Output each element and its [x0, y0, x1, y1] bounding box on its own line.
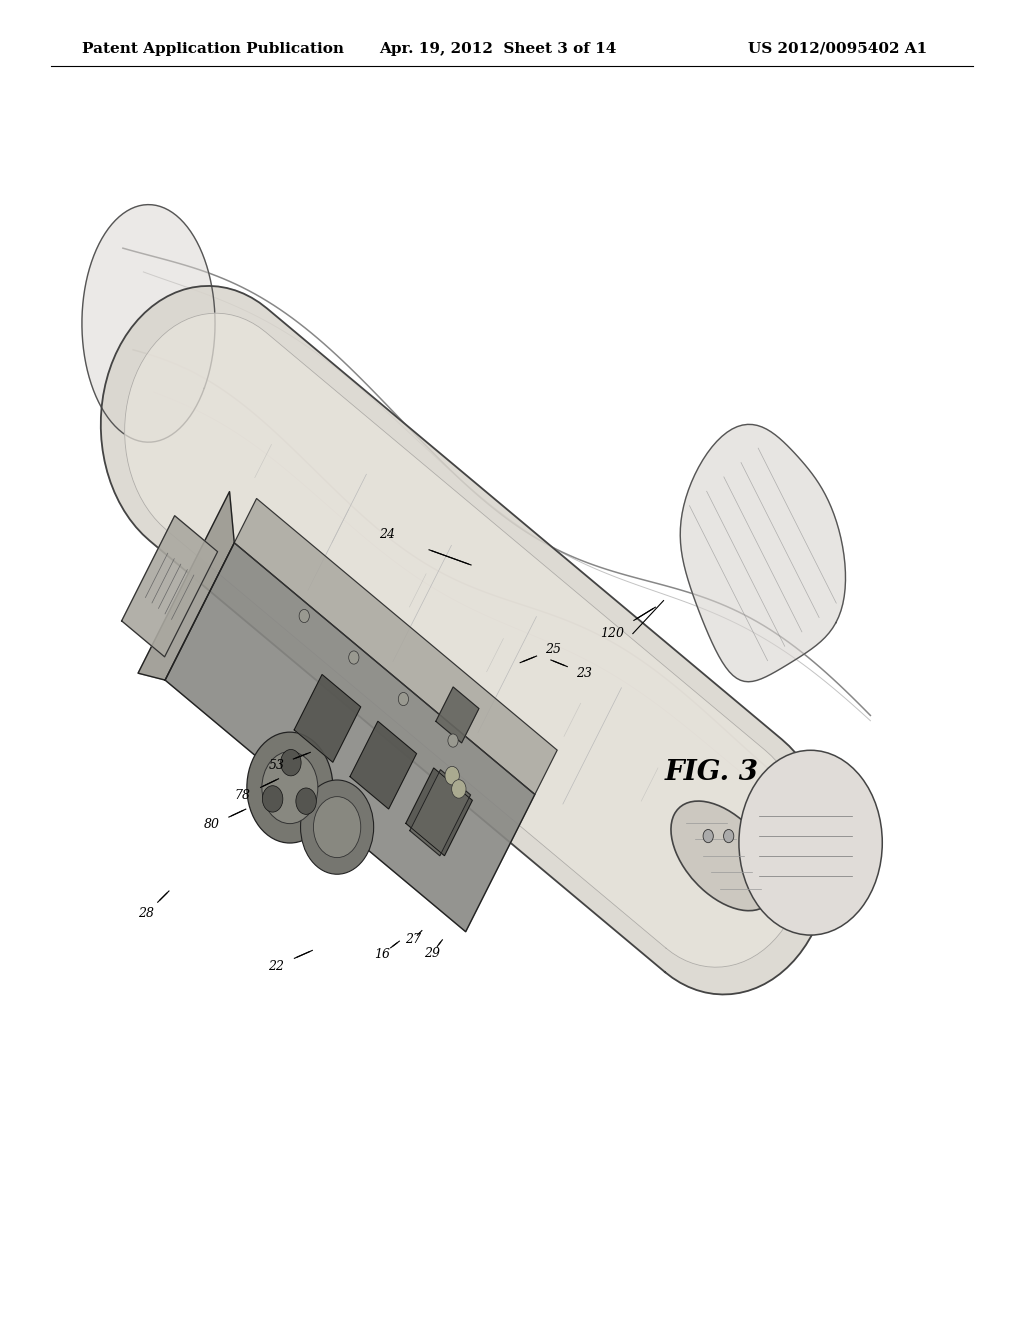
- Polygon shape: [138, 491, 234, 680]
- Text: 28: 28: [138, 907, 155, 920]
- Text: 22: 22: [268, 960, 285, 973]
- Polygon shape: [125, 313, 807, 968]
- Circle shape: [703, 829, 714, 842]
- Circle shape: [262, 751, 317, 824]
- Circle shape: [452, 780, 466, 799]
- Circle shape: [300, 780, 374, 874]
- Text: 80: 80: [204, 818, 220, 832]
- Ellipse shape: [671, 801, 776, 911]
- Polygon shape: [680, 425, 846, 681]
- Text: 23: 23: [575, 667, 592, 680]
- Polygon shape: [122, 516, 217, 657]
- Text: Apr. 19, 2012  Sheet 3 of 14: Apr. 19, 2012 Sheet 3 of 14: [379, 42, 616, 55]
- Polygon shape: [436, 686, 479, 743]
- Polygon shape: [410, 770, 470, 855]
- Polygon shape: [165, 543, 535, 932]
- Text: FIG. 3: FIG. 3: [665, 759, 759, 785]
- Text: 120: 120: [600, 627, 625, 640]
- Polygon shape: [82, 205, 215, 442]
- Circle shape: [247, 733, 333, 843]
- Circle shape: [447, 734, 458, 747]
- Polygon shape: [350, 721, 417, 809]
- Text: 24: 24: [379, 528, 395, 541]
- Polygon shape: [234, 499, 557, 795]
- Text: US 2012/0095402 A1: US 2012/0095402 A1: [748, 42, 927, 55]
- Circle shape: [398, 693, 409, 706]
- Circle shape: [313, 797, 360, 858]
- Text: 53: 53: [268, 759, 285, 772]
- Circle shape: [281, 750, 301, 776]
- Text: 78: 78: [234, 789, 251, 803]
- Text: Patent Application Publication: Patent Application Publication: [82, 42, 344, 55]
- Circle shape: [296, 788, 316, 814]
- Polygon shape: [100, 286, 831, 994]
- Text: 16: 16: [374, 948, 390, 961]
- Text: 25: 25: [545, 643, 561, 656]
- Circle shape: [445, 767, 460, 785]
- Text: 27: 27: [404, 933, 421, 946]
- Circle shape: [299, 610, 309, 623]
- Circle shape: [262, 785, 283, 812]
- Circle shape: [724, 829, 734, 842]
- Circle shape: [349, 651, 359, 664]
- Polygon shape: [406, 768, 472, 855]
- Circle shape: [739, 750, 883, 935]
- Text: 29: 29: [424, 946, 440, 960]
- Polygon shape: [294, 675, 360, 762]
